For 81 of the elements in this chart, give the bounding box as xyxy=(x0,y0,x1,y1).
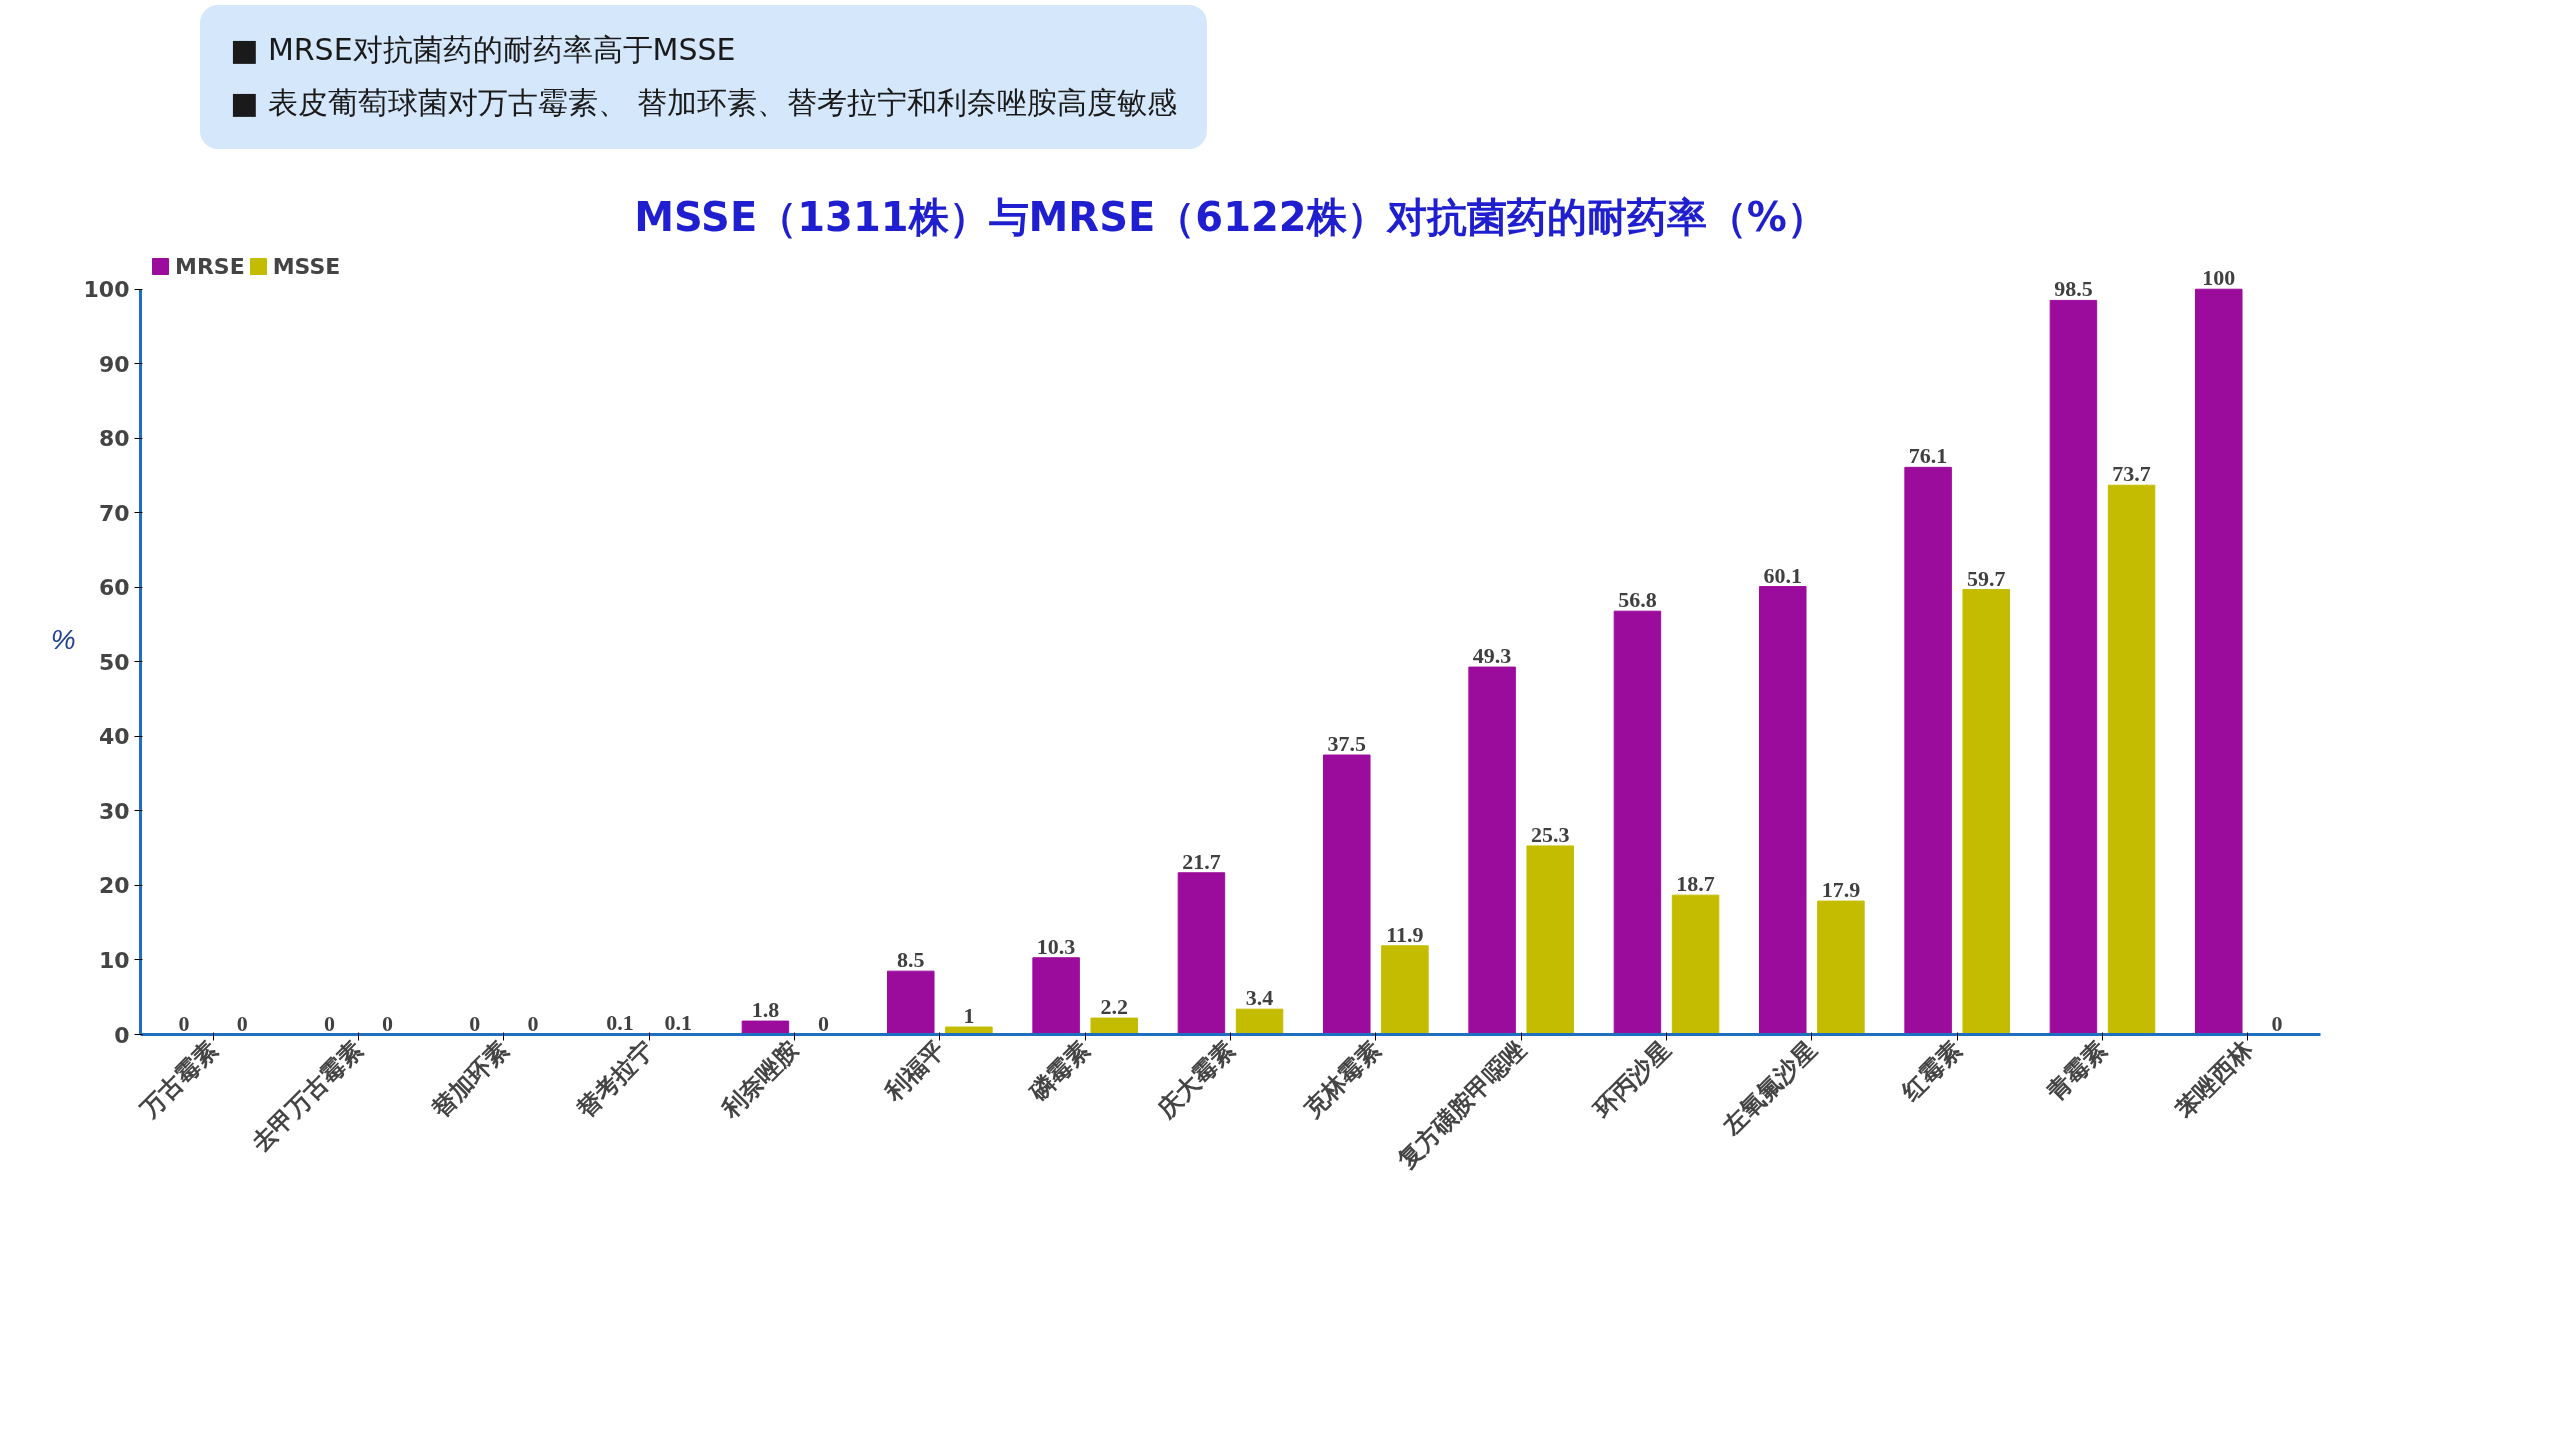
data-label: 1 xyxy=(963,1002,975,1028)
data-label: 0.1 xyxy=(606,1009,634,1035)
data-label: 56.8 xyxy=(1618,586,1657,612)
data-label: 76.1 xyxy=(1908,443,1948,469)
data-label: 17.9 xyxy=(1821,876,1861,902)
y-tick-label: 30 xyxy=(98,798,130,824)
bar xyxy=(1962,588,2010,1035)
y-tick-label: 90 xyxy=(98,351,130,377)
data-label: 2.2 xyxy=(1100,993,1128,1019)
x-tick-label: 去甲万古霉素 xyxy=(246,1035,369,1158)
y-tick-label: 70 xyxy=(98,500,130,526)
y-tick-label: 100 xyxy=(83,276,130,302)
data-label: 25.3 xyxy=(1530,821,1570,847)
data-label: 0 xyxy=(2271,1010,2283,1036)
y-tick-label: 50 xyxy=(98,649,130,675)
legend-label: MSSE xyxy=(272,253,341,279)
data-label: 3.4 xyxy=(1245,984,1274,1010)
data-label: 18.7 xyxy=(1676,870,1715,896)
bar xyxy=(741,1020,790,1035)
x-tick-label: 替考拉宁 xyxy=(570,1035,660,1124)
y-tick-label: 60 xyxy=(98,575,130,601)
data-label: 98.5 xyxy=(2054,276,2093,302)
x-tick-label: 万古霉素 xyxy=(134,1035,224,1124)
data-label: 10.3 xyxy=(1036,933,1076,959)
text: ■ MRSE对抗菌药的耐药率高于MSSE xyxy=(230,31,737,69)
data-label: 8.5 xyxy=(897,946,925,972)
bar xyxy=(1032,956,1080,1035)
y-tick-label: 80 xyxy=(98,425,130,451)
x-tick-label: 青霉素 xyxy=(2040,1035,2113,1107)
bar xyxy=(1381,945,1429,1035)
y-tick-label: 10 xyxy=(98,947,130,973)
data-label: 73.7 xyxy=(2112,460,2151,486)
x-tick-label: 红霉素 xyxy=(1895,1035,1968,1107)
x-tick-label: 左氧氟沙星 xyxy=(1716,1035,1822,1141)
x-tick-label: 替加环素 xyxy=(425,1035,514,1124)
legend-label: MRSE xyxy=(175,253,245,279)
bar xyxy=(887,970,935,1035)
data-label: 0 xyxy=(323,1010,335,1036)
data-label: 0 xyxy=(178,1010,190,1036)
x-tick-label: 磷霉素 xyxy=(1023,1035,1096,1107)
x-tick-label: 复方磺胺甲噁唑 xyxy=(1391,1035,1532,1175)
bar xyxy=(1526,845,1574,1035)
data-label: 0 xyxy=(527,1010,539,1036)
bar xyxy=(1235,1008,1284,1035)
bar xyxy=(1671,894,1720,1035)
x-tick-label: 苯唑西林 xyxy=(2169,1034,2259,1124)
data-label: 60.1 xyxy=(1763,562,1803,588)
bar xyxy=(1177,871,1226,1035)
bar xyxy=(1468,666,1516,1035)
y-tick-label: 40 xyxy=(98,724,130,750)
bar xyxy=(1904,466,1952,1035)
data-label: 1.8 xyxy=(751,996,780,1022)
x-tick-label: 利奈唑胺 xyxy=(716,1035,805,1124)
y-tick-label: 20 xyxy=(98,873,130,899)
data-label: 0 xyxy=(382,1010,394,1036)
data-label: 59.7 xyxy=(1966,565,2006,591)
y-tick-label: 0 xyxy=(114,1022,130,1048)
data-label: 0 xyxy=(469,1010,481,1036)
data-label: 37.5 xyxy=(1327,730,1367,756)
data-label: 0.1 xyxy=(664,1009,692,1035)
x-tick-label: 环丙沙星 xyxy=(1588,1035,1677,1124)
data-label: 49.3 xyxy=(1472,642,1512,668)
bar xyxy=(1090,1017,1138,1035)
bar xyxy=(1613,610,1662,1035)
text: ■ 表皮葡萄球菌对万古霉素、 替加环素、替考拉宁和利奈唑胺高度敏感 xyxy=(230,83,1178,122)
bar xyxy=(2049,299,2098,1035)
bar xyxy=(2107,484,2156,1035)
data-label: 100 xyxy=(2202,264,2236,290)
x-tick-label: 利福平 xyxy=(878,1035,950,1107)
y-axis-title: % xyxy=(50,623,76,655)
bar xyxy=(1817,900,1865,1035)
data-label: 0 xyxy=(818,1010,830,1036)
chart-title: MSSE（1311株）与MRSE（6122株）对抗菌药的耐药率（%） xyxy=(634,193,1827,240)
bar xyxy=(1759,585,1807,1035)
data-label: 11.9 xyxy=(1386,921,1424,947)
bar xyxy=(2195,288,2243,1035)
data-label: 21.7 xyxy=(1182,848,1221,874)
x-tick-label: 庆大霉素 xyxy=(1152,1035,1241,1124)
x-tick-label: 克林霉素 xyxy=(1297,1035,1386,1124)
data-label: 0 xyxy=(236,1010,248,1036)
bar xyxy=(1323,754,1371,1035)
